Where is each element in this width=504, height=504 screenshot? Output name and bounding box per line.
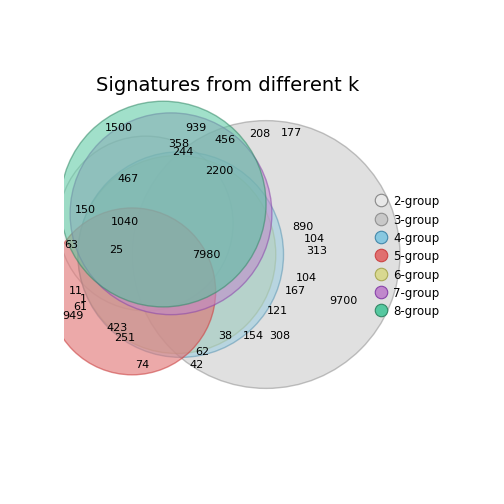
Text: 467: 467 — [117, 174, 139, 184]
Text: 358: 358 — [168, 139, 190, 149]
Text: 61: 61 — [73, 302, 87, 312]
Text: 42: 42 — [189, 360, 203, 370]
Text: 313: 313 — [306, 245, 327, 256]
Text: Signatures from different k: Signatures from different k — [96, 76, 359, 95]
Text: 1: 1 — [80, 294, 86, 304]
Legend: 2-group, 3-group, 4-group, 5-group, 6-group, 7-group, 8-group: 2-group, 3-group, 4-group, 5-group, 6-gr… — [373, 191, 444, 323]
Text: 104: 104 — [296, 273, 318, 283]
Text: 244: 244 — [172, 147, 194, 157]
Text: 251: 251 — [114, 333, 135, 343]
Text: 25: 25 — [109, 245, 123, 255]
Text: 167: 167 — [285, 286, 306, 296]
Circle shape — [60, 101, 266, 307]
Text: 456: 456 — [215, 135, 236, 145]
Circle shape — [78, 152, 284, 357]
Text: 9700: 9700 — [330, 296, 358, 306]
Text: 308: 308 — [269, 331, 290, 341]
Text: 104: 104 — [304, 234, 325, 244]
Circle shape — [132, 120, 400, 389]
Text: 2200: 2200 — [205, 166, 234, 176]
Circle shape — [58, 136, 233, 311]
Text: 1500: 1500 — [105, 123, 133, 134]
Text: 38: 38 — [218, 331, 232, 341]
Text: 74: 74 — [135, 360, 149, 370]
Text: 208: 208 — [249, 129, 271, 139]
Text: 150: 150 — [75, 205, 96, 215]
Text: 177: 177 — [281, 129, 302, 139]
Text: 154: 154 — [243, 331, 264, 341]
Text: 890: 890 — [292, 222, 313, 232]
Text: 121: 121 — [267, 306, 287, 316]
Text: 939: 939 — [185, 123, 207, 134]
Text: 63: 63 — [64, 240, 78, 250]
Text: 7980: 7980 — [192, 249, 220, 260]
Text: 1040: 1040 — [110, 217, 139, 226]
Circle shape — [70, 113, 272, 314]
Text: 62: 62 — [195, 347, 209, 356]
Text: 11: 11 — [69, 286, 83, 296]
Text: 949: 949 — [62, 311, 84, 321]
Circle shape — [49, 208, 216, 375]
Circle shape — [78, 156, 276, 353]
Text: 423: 423 — [106, 323, 128, 333]
